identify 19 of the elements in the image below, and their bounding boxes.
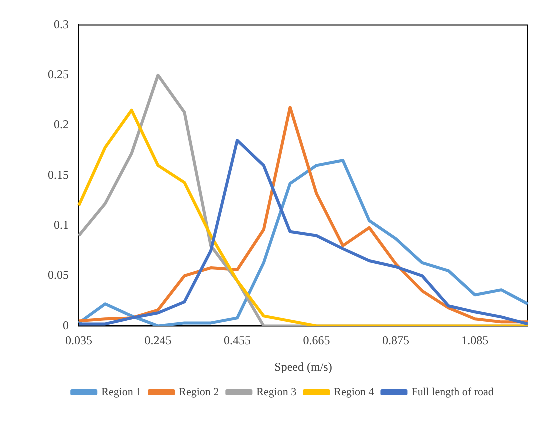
x-tick-label: 0.875 [382, 334, 410, 348]
legend-label: Full length of road [412, 386, 494, 398]
legend-label: Region 4 [334, 386, 375, 398]
x-tick-label: 0.035 [66, 334, 92, 348]
x-tick-label: 1.085 [462, 334, 489, 348]
x-tick-label: 0.665 [303, 334, 330, 348]
y-tick-label: 0.3 [54, 17, 69, 32]
x-tick-label: 0.245 [144, 334, 172, 348]
x-axis-title: Speed (m/s) [274, 360, 332, 374]
y-tick-label: 0.05 [48, 268, 69, 282]
y-tick-label: 0 [63, 318, 69, 332]
y-tick-label: 0.15 [48, 168, 69, 182]
legend-label: Region 1 [102, 386, 142, 398]
legend-label: Region 3 [256, 386, 298, 398]
legend-label: Region 2 [179, 386, 220, 398]
x-tick-label: 0.455 [224, 334, 251, 348]
y-tick-label: 0.1 [54, 218, 69, 232]
y-tick-label: 0.25 [48, 68, 69, 82]
y-tick-label: 0.2 [54, 118, 69, 132]
